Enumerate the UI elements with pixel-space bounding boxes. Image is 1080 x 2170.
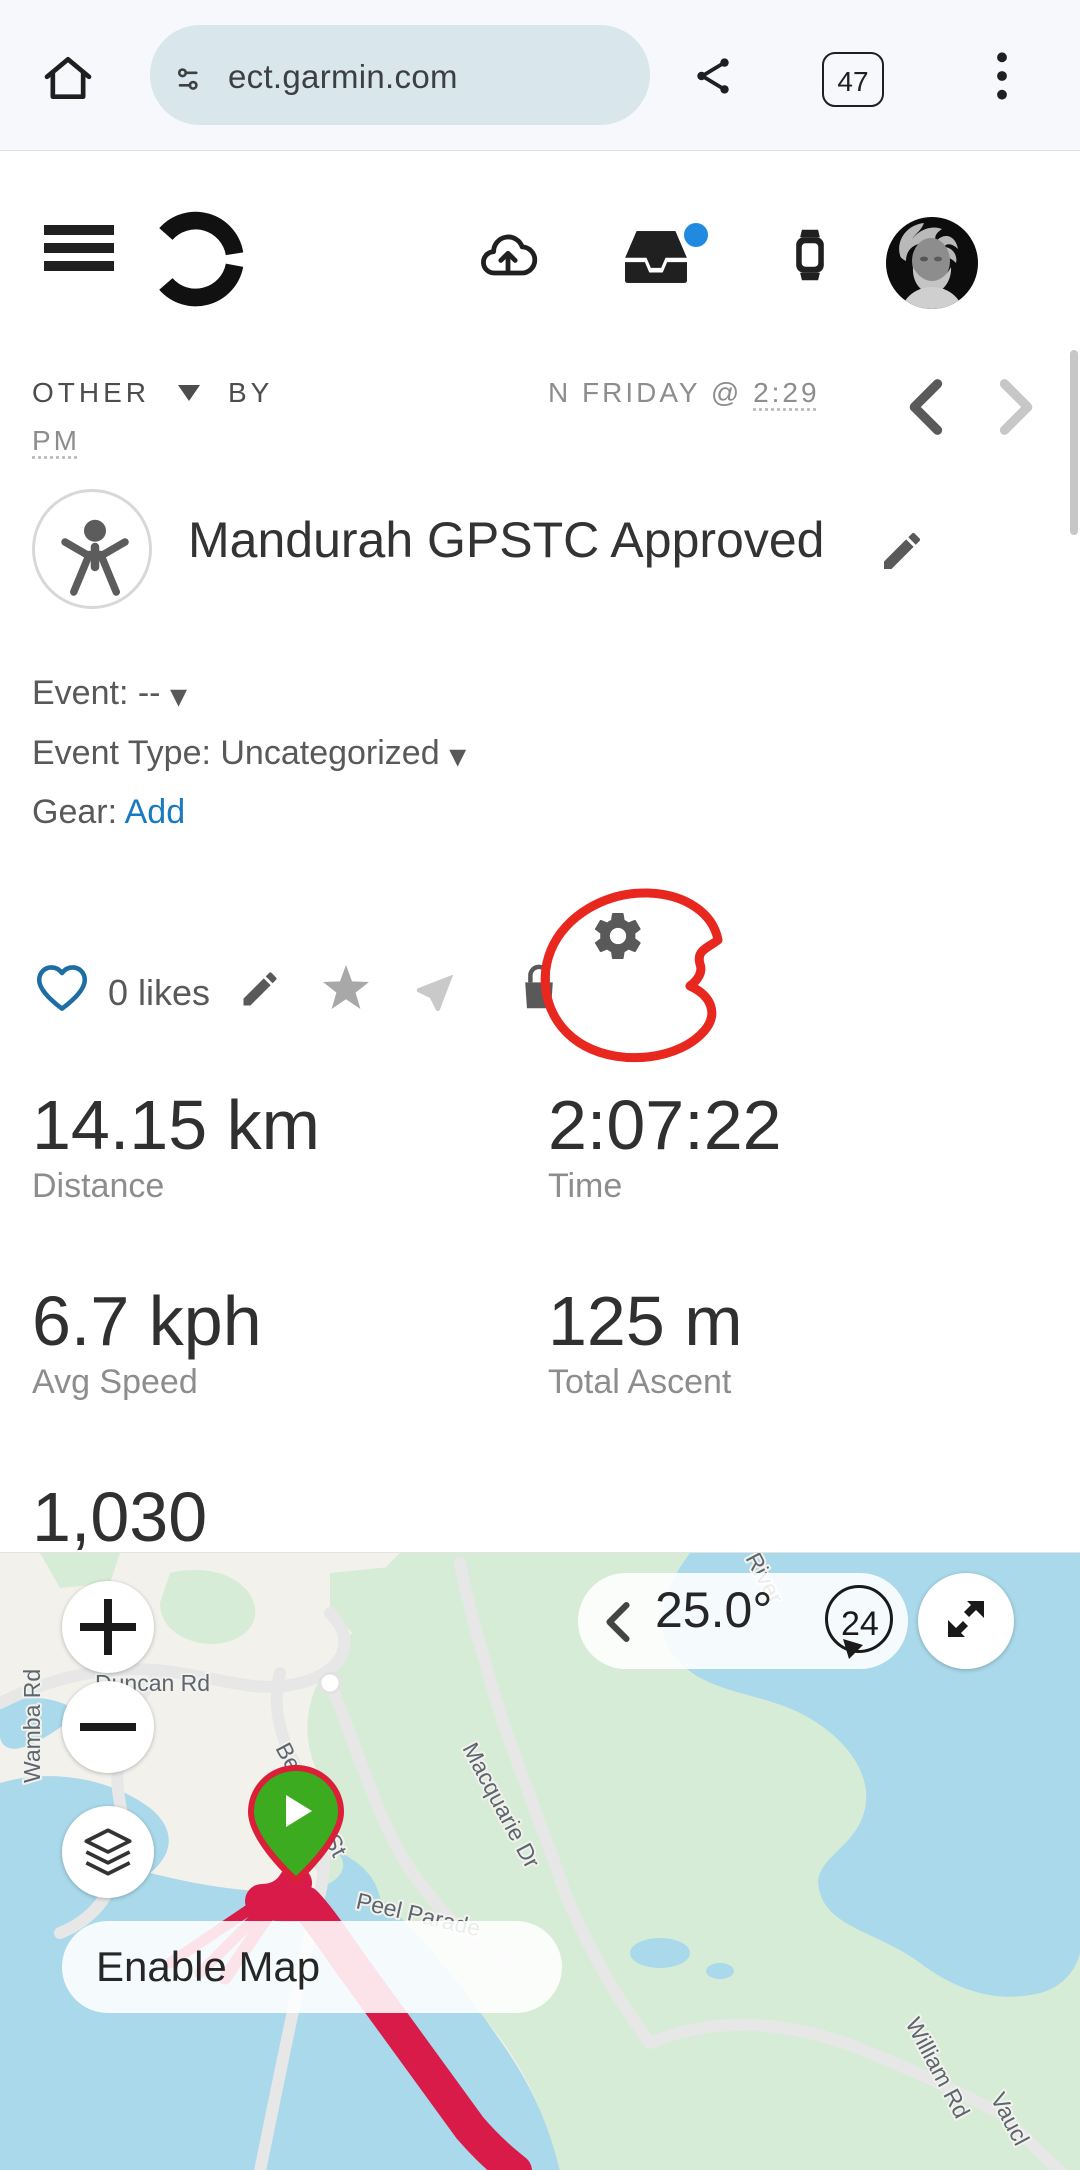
svg-text:Wamba Rd: Wamba Rd xyxy=(19,1669,45,1783)
